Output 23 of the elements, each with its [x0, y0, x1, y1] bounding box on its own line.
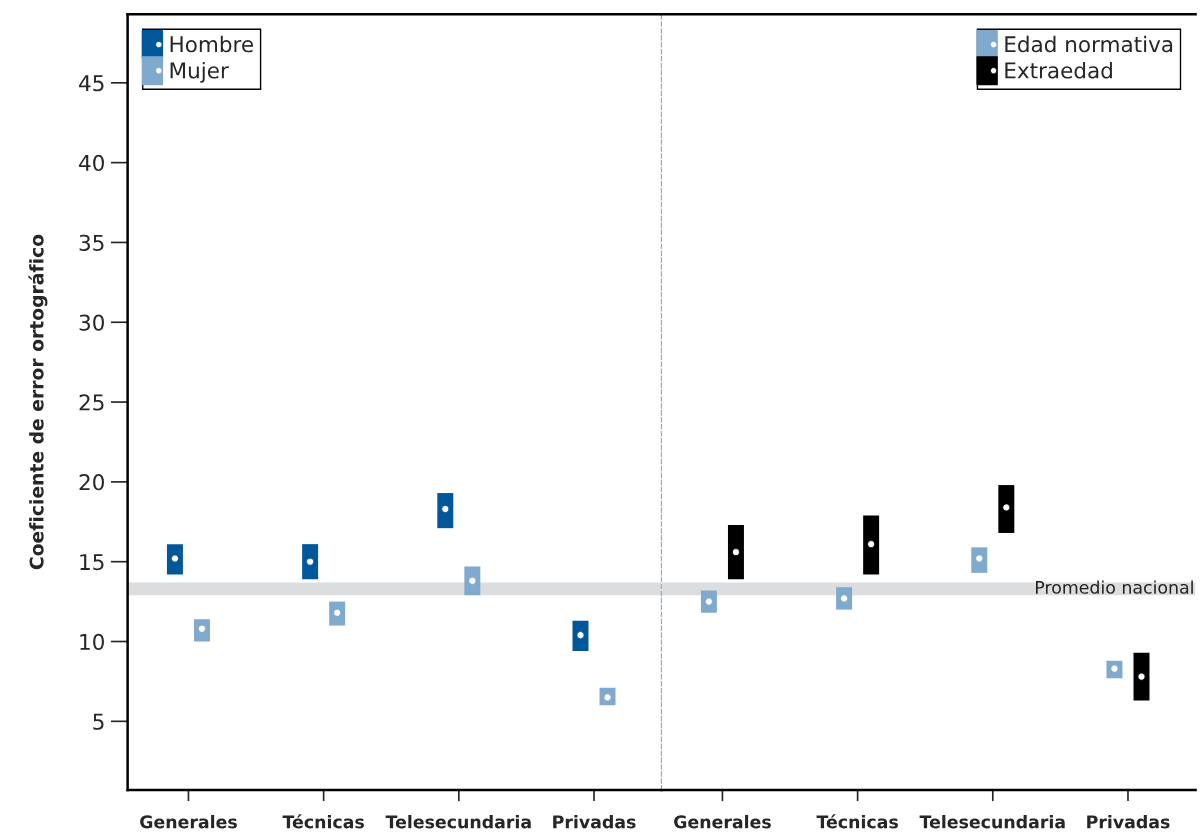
band-label: Promedio nacional: [1036, 580, 1193, 594]
legend-label: Edad normativa: [1005, 35, 1173, 53]
x-tick-label: Generales: [674, 814, 771, 829]
legend-label: Mujer: [170, 61, 229, 83]
y-tick-label: 30: [79, 314, 104, 331]
x-tick-label: Generales: [140, 814, 237, 829]
y-tick-label: 10: [80, 633, 104, 650]
x-tick-label: Telesecundaria: [919, 814, 1065, 829]
y-tick-label: 35: [79, 234, 104, 251]
y-tick-label: 5: [93, 713, 104, 730]
x-tick-label: Técnicas: [816, 814, 898, 829]
x-tick-label: Técnicas: [282, 814, 364, 829]
y-axis-title: Coeficiente de error ortográfico: [28, 234, 48, 570]
y-tick-label: 20: [79, 474, 104, 491]
y-tick-label: 15: [80, 554, 104, 571]
legend-label: Hombre: [170, 35, 253, 53]
x-tick-label: Privadas: [1087, 814, 1170, 829]
y-tick-label: 45: [79, 75, 104, 92]
y-tick-label: 25: [79, 394, 104, 411]
legend-label: Extraedad: [1005, 61, 1112, 79]
x-tick-label: Telesecundaria: [385, 814, 531, 829]
x-tick-label: Privadas: [553, 814, 636, 829]
y-tick-label: 40: [79, 154, 104, 172]
